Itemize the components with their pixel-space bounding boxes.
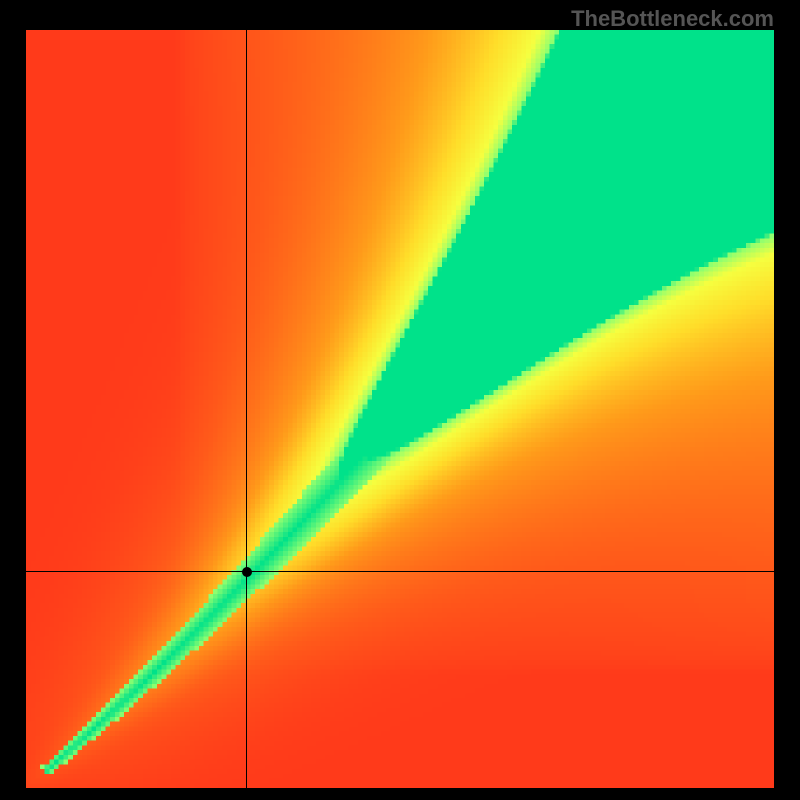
marker-point [242,567,252,577]
crosshair-vertical [246,30,247,788]
chart-container: TheBottleneck.com [0,0,800,800]
heatmap-canvas [26,30,774,788]
crosshair-horizontal [26,571,774,572]
watermark-label: TheBottleneck.com [571,6,774,32]
